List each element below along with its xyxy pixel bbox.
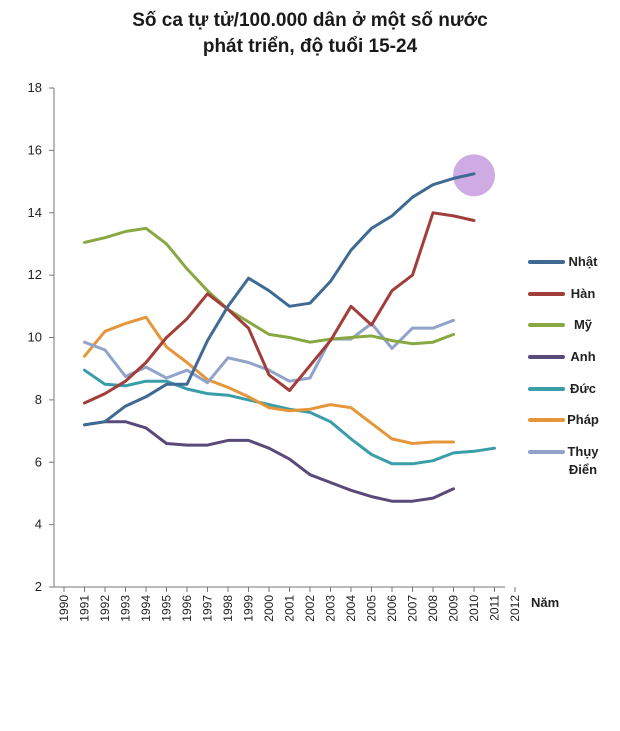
series-layer — [83, 172, 496, 503]
chart-title-line-1: Số ca tự tử/100.000 dân ở một số nước — [132, 10, 488, 31]
x-tick-label: 1996 — [180, 595, 194, 622]
legend-label: Thụy — [567, 444, 599, 459]
series-line-anh — [83, 420, 455, 503]
x-tick-label: 1999 — [242, 595, 256, 622]
legend-label: Hàn — [571, 286, 596, 301]
legend-label: Đức — [570, 381, 596, 396]
series-line-pháp — [83, 315, 455, 445]
chart-title-line-2: phát triển, độ tuổi 15-24 — [202, 36, 418, 57]
y-tick-label: 16 — [28, 142, 42, 157]
legend-label: Nhật — [569, 254, 599, 269]
y-tick-label: 6 — [35, 454, 42, 469]
legend-layer: Nhật Hàn Mỹ Anh Đức Pháp Thụy Điển — [528, 254, 599, 477]
series-line-mỹ — [83, 226, 455, 346]
series-line-đức — [83, 368, 496, 466]
legend-label: Pháp — [567, 412, 599, 427]
x-tick-label: 2000 — [262, 595, 276, 622]
x-tick-label: 1998 — [221, 595, 235, 622]
y-tick-label: 10 — [28, 330, 42, 345]
x-tick-label: 2003 — [324, 595, 338, 622]
series-line-nhật — [83, 172, 476, 427]
legend-label: Điển — [569, 462, 597, 477]
y-tick-label: 14 — [28, 205, 42, 220]
axes-layer: 2 4 6 8 10 12 14 16 18 1990 1991 1992 1993 1994 1995 19… — [28, 80, 560, 622]
x-axis-label: Năm — [531, 595, 559, 610]
x-tick-label: 2008 — [426, 595, 440, 622]
x-tick-label: 2005 — [365, 595, 379, 622]
legend-label: Mỹ — [574, 317, 593, 332]
x-tick-label: 2006 — [385, 595, 399, 622]
x-tick-label: 2007 — [406, 595, 420, 622]
series-line-thụy-điển — [83, 318, 455, 385]
x-tick-label: 2001 — [283, 595, 297, 622]
x-tick-label: 2011 — [488, 595, 502, 621]
x-tick-label: 1991 — [78, 595, 92, 622]
x-tick-label: 2012 — [508, 595, 522, 622]
y-tick-label: 18 — [28, 80, 42, 95]
x-tick-label: 2004 — [344, 595, 358, 622]
x-tick-label: 2010 — [467, 595, 481, 622]
y-tick-label: 4 — [35, 517, 42, 532]
y-tick-label: 2 — [35, 579, 42, 594]
x-tick-label: 1997 — [201, 595, 215, 622]
x-tick-label: 2009 — [447, 595, 461, 622]
y-tick-label: 8 — [35, 392, 42, 407]
x-tick-label: 1994 — [139, 595, 153, 622]
y-tick-label: 12 — [28, 267, 42, 282]
x-tick-label: 1990 — [57, 595, 71, 622]
legend-label: Anh — [570, 349, 595, 364]
series-line-hàn — [83, 211, 476, 405]
x-tick-label: 2002 — [303, 595, 317, 622]
x-tick-label: 1992 — [98, 595, 112, 622]
x-tick-label: 1995 — [160, 595, 174, 622]
x-tick-label: 1993 — [119, 595, 133, 622]
chart-title: Số ca tự tử/100.000 dân ở một số nước ph… — [0, 8, 620, 60]
